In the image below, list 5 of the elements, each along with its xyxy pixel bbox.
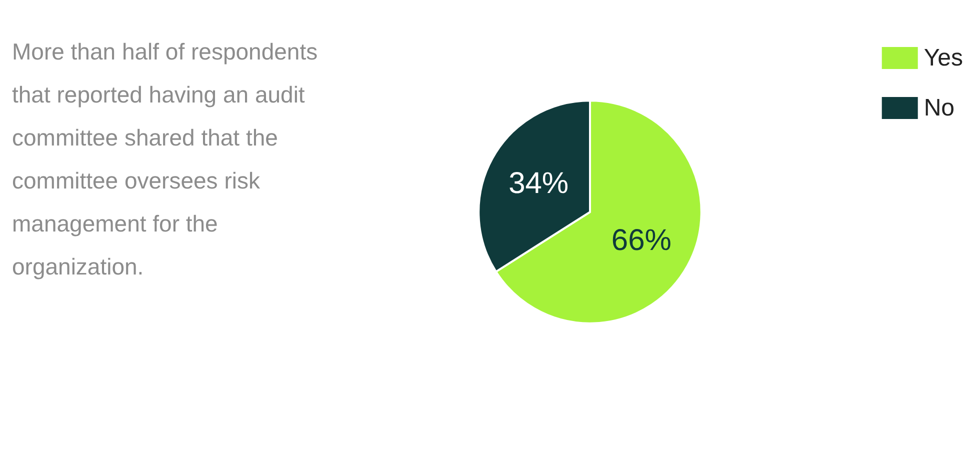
text: More than half of respondents that reported having an audit committee shared that the committee oversees risk management for the organization.: [12, 38, 324, 280]
data-label: 34%: [508, 167, 569, 200]
legend-label: Yes: [924, 44, 964, 72]
legend-label: No: [924, 94, 955, 122]
data-label: 66%: [611, 224, 672, 257]
